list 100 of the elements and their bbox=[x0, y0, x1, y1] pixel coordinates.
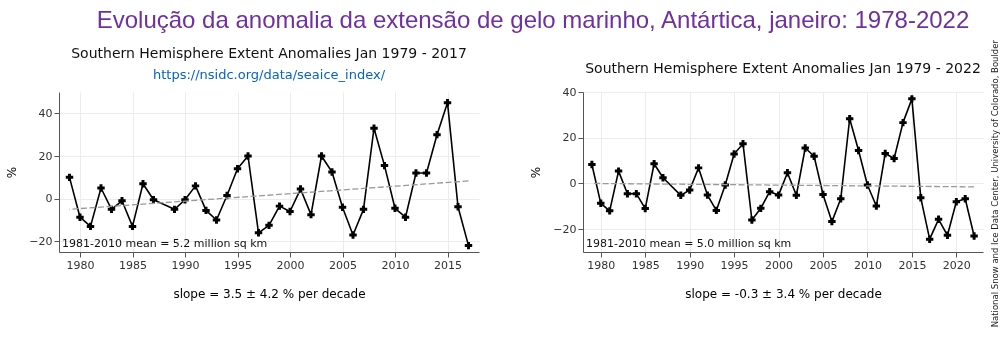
point bbox=[837, 195, 845, 203]
point bbox=[650, 160, 658, 168]
x-tick-label: 2005 bbox=[809, 258, 838, 272]
point bbox=[677, 191, 685, 200]
y-tick-label: 40 bbox=[38, 106, 53, 120]
y-axis-title: % bbox=[5, 166, 20, 179]
point bbox=[694, 164, 703, 172]
x-tick-label: 1995 bbox=[720, 258, 749, 272]
point bbox=[881, 149, 889, 158]
x-tick-label: 1990 bbox=[676, 258, 705, 272]
x-tick-label: 2020 bbox=[942, 258, 971, 272]
point bbox=[925, 235, 934, 243]
point bbox=[149, 196, 158, 204]
point bbox=[659, 174, 667, 182]
point bbox=[757, 204, 765, 213]
point bbox=[65, 173, 74, 182]
x-tick-label: 1985 bbox=[119, 258, 147, 272]
x-tick-label: 2015 bbox=[434, 258, 462, 272]
point bbox=[810, 152, 818, 160]
point bbox=[917, 194, 925, 202]
point bbox=[254, 229, 263, 237]
point bbox=[139, 180, 147, 188]
point bbox=[712, 206, 721, 215]
point bbox=[792, 191, 801, 200]
x-tick-label: 2000 bbox=[276, 258, 305, 272]
y-tick-label: −20 bbox=[553, 222, 577, 236]
x-tick-label: 2015 bbox=[898, 258, 927, 272]
point bbox=[191, 182, 200, 190]
point bbox=[854, 146, 863, 155]
point bbox=[623, 190, 632, 198]
y-axis-title: % bbox=[529, 166, 544, 179]
point bbox=[118, 197, 126, 205]
point bbox=[212, 216, 221, 224]
point bbox=[614, 167, 623, 175]
x-tick-label: 1980 bbox=[587, 258, 616, 272]
chart-title: Southern Hemisphere Extent Anomalies Jan 1979 - 2022 bbox=[585, 60, 981, 76]
point bbox=[338, 203, 347, 211]
point bbox=[170, 205, 179, 214]
y-tick-label: 0 bbox=[569, 176, 577, 190]
point bbox=[908, 95, 916, 103]
x-tick-label: 1980 bbox=[66, 258, 95, 272]
point bbox=[443, 98, 452, 107]
point bbox=[317, 152, 326, 160]
point bbox=[872, 202, 881, 210]
chart-title: Southern Hemisphere Extent Anomalies Jan 1979 - 2017 bbox=[71, 45, 467, 61]
point bbox=[202, 206, 210, 215]
point bbox=[76, 213, 84, 221]
point bbox=[597, 199, 605, 208]
point bbox=[433, 130, 441, 139]
point bbox=[703, 191, 712, 199]
point bbox=[412, 169, 420, 177]
point bbox=[275, 202, 284, 210]
text: Evolução da anomalia da extensão de gelo marinho, Antártica, janeiro: 1978-2022 bbox=[96, 6, 970, 33]
x-tick-label: 2010 bbox=[853, 258, 882, 272]
point bbox=[464, 241, 473, 250]
x-axis-title: slope = 3.5 ± 4.2 % per decade bbox=[173, 286, 366, 301]
x-tick-label: 1995 bbox=[224, 258, 252, 272]
annotation: 1981-2010 mean = 5.0 million sq km bbox=[586, 237, 792, 250]
point bbox=[774, 191, 783, 199]
point bbox=[899, 118, 907, 127]
point bbox=[943, 231, 952, 240]
y-tick-label: 20 bbox=[562, 131, 577, 145]
point bbox=[307, 210, 315, 219]
point bbox=[970, 232, 978, 240]
point bbox=[730, 150, 738, 158]
chart-subtitle: https://nsidc.org/data/seaice_index/ bbox=[152, 67, 386, 82]
point bbox=[286, 207, 294, 216]
point bbox=[370, 124, 378, 132]
point bbox=[605, 207, 614, 215]
point bbox=[765, 187, 774, 196]
point bbox=[265, 221, 273, 230]
point bbox=[359, 205, 368, 214]
point bbox=[349, 231, 357, 239]
annotation: 1981-2010 mean = 5.2 million sq km bbox=[62, 237, 268, 250]
point bbox=[952, 198, 961, 206]
x-axis-title: slope = -0.3 ± 3.4 % per decade bbox=[685, 286, 882, 301]
point bbox=[296, 185, 305, 193]
point bbox=[845, 115, 854, 123]
x-tick-label: 1985 bbox=[631, 258, 660, 272]
point bbox=[632, 190, 641, 198]
point bbox=[233, 165, 242, 173]
point bbox=[685, 186, 694, 194]
point bbox=[739, 139, 747, 148]
point bbox=[128, 222, 137, 231]
text: National Snow and Ice Data Center, University of Colorado, Boulder bbox=[990, 40, 1000, 328]
x-tick-label: 2000 bbox=[765, 258, 794, 272]
point bbox=[783, 168, 792, 177]
point bbox=[391, 204, 399, 212]
point bbox=[86, 222, 95, 231]
y-tick-label: 40 bbox=[562, 85, 577, 99]
point bbox=[588, 160, 596, 169]
point bbox=[828, 217, 836, 226]
point bbox=[401, 213, 410, 221]
point bbox=[641, 204, 649, 213]
point bbox=[454, 203, 462, 211]
y-tick-label: −20 bbox=[29, 234, 53, 248]
x-tick-label: 1990 bbox=[171, 258, 200, 272]
point bbox=[380, 161, 389, 170]
x-tick-label: 2005 bbox=[329, 258, 357, 272]
point bbox=[422, 169, 431, 177]
